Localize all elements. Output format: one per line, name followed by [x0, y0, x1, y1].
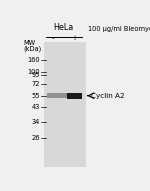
Text: +: + — [71, 35, 77, 41]
Text: 100 µg/ml Bleomycin, 24 hr: 100 µg/ml Bleomycin, 24 hr — [88, 27, 150, 32]
Text: -: - — [52, 35, 54, 41]
Text: 95: 95 — [32, 72, 40, 78]
Text: 72: 72 — [32, 81, 40, 87]
Text: 34: 34 — [32, 119, 40, 125]
Text: Cyclin A2: Cyclin A2 — [91, 93, 125, 99]
Text: (kDa): (kDa) — [23, 45, 42, 52]
Bar — [47, 93, 67, 98]
Text: 43: 43 — [32, 104, 40, 110]
Text: 26: 26 — [32, 135, 40, 141]
Text: HeLa: HeLa — [53, 23, 74, 32]
Text: MW: MW — [23, 40, 36, 46]
Text: 55: 55 — [32, 93, 40, 99]
Bar — [67, 93, 82, 99]
Text: 100: 100 — [28, 69, 40, 75]
Text: 160: 160 — [28, 57, 40, 63]
Bar — [44, 42, 86, 167]
